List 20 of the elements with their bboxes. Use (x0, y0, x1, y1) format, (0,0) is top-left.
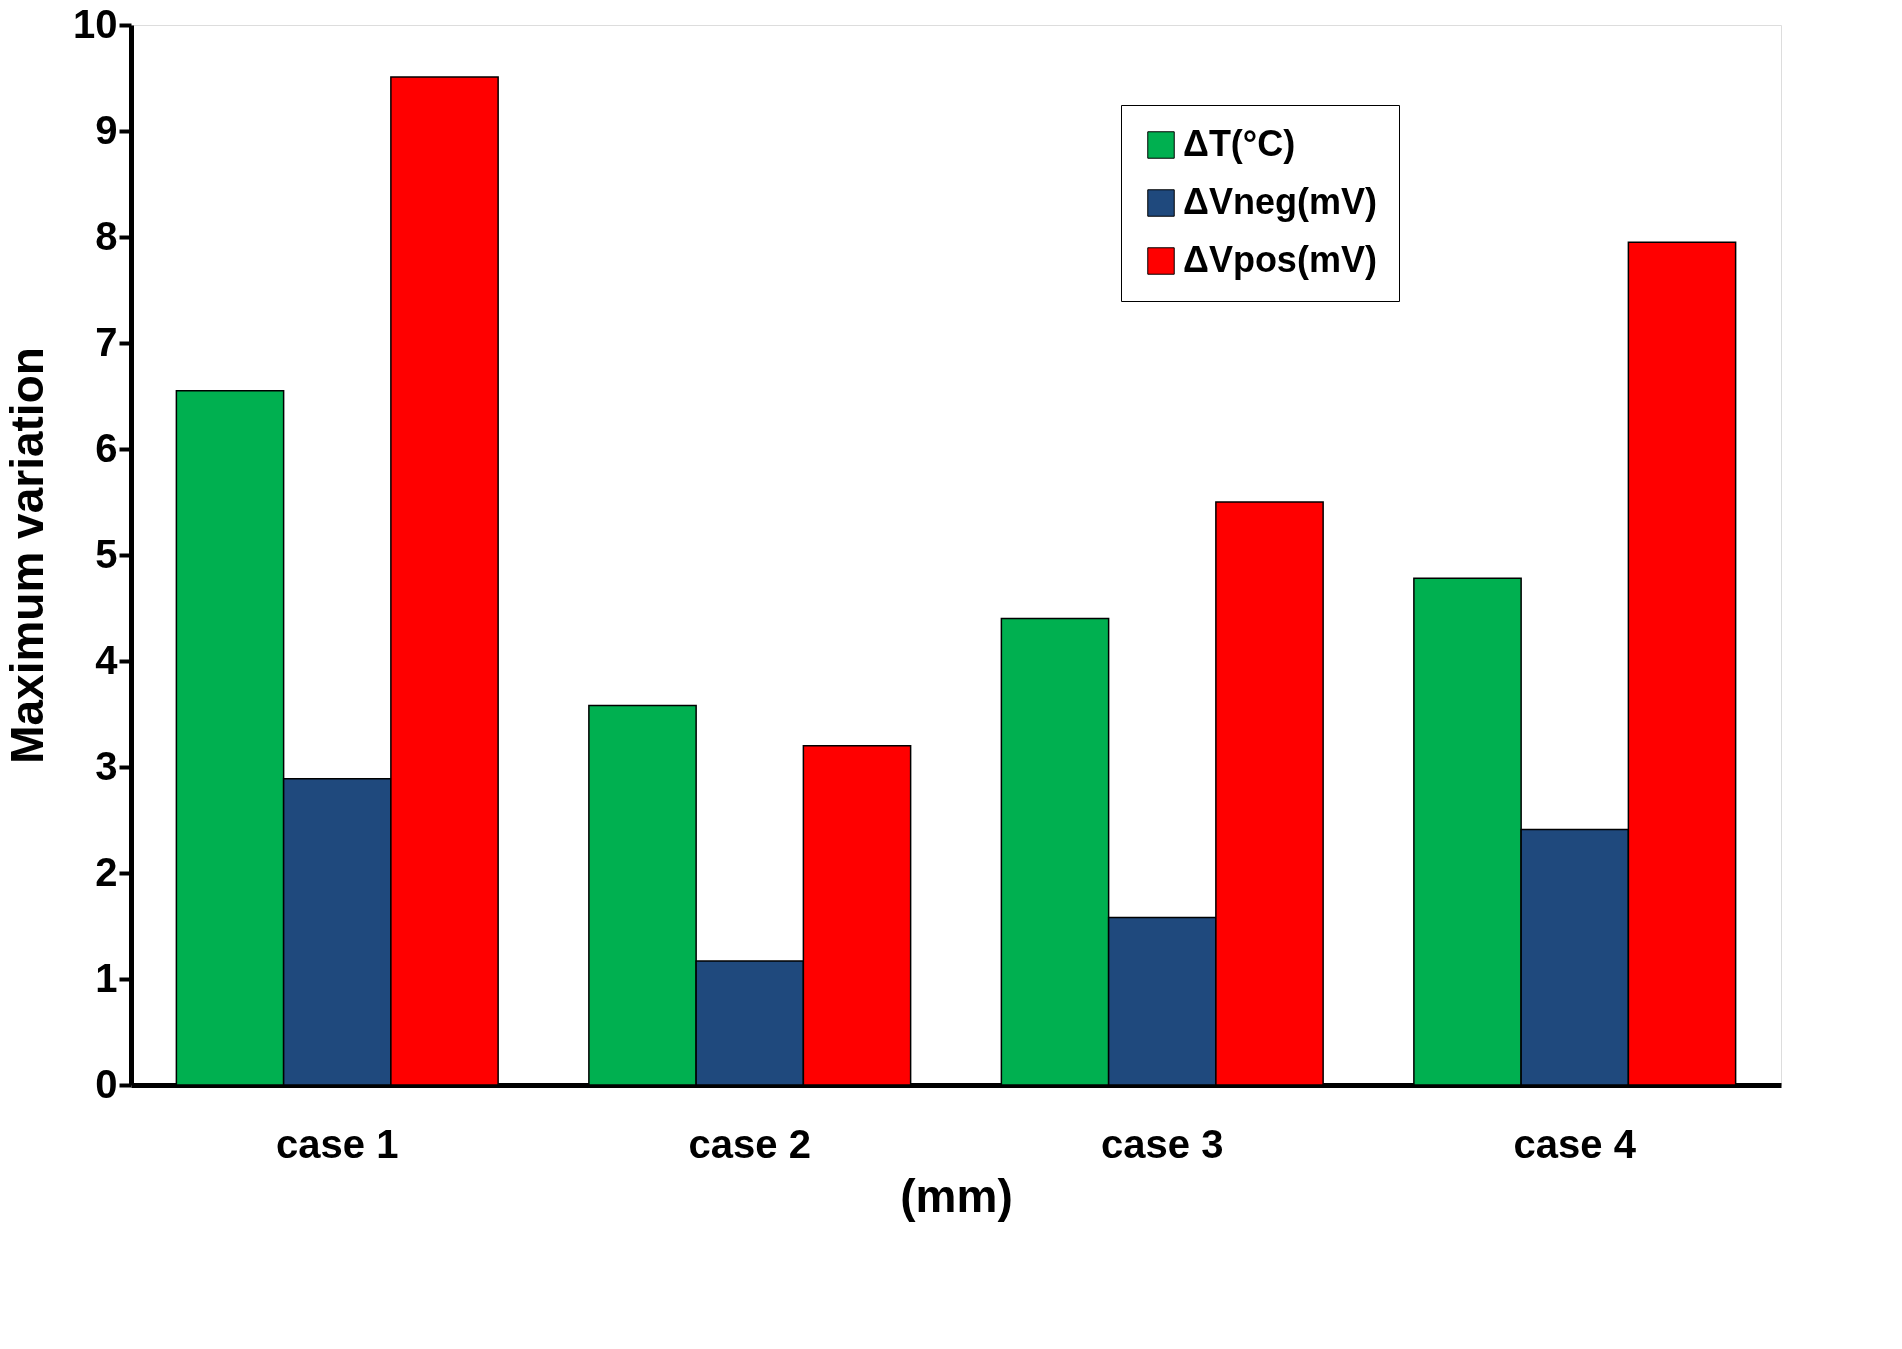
y-tick-label: 7 (95, 319, 118, 364)
y-tick-label: 0 (95, 1061, 118, 1106)
y-tick-label: 6 (95, 425, 118, 470)
legend-label: ΔVneg(mV) (1183, 181, 1377, 222)
legend-label: ΔVpos(mV) (1183, 239, 1377, 280)
y-tick-label: 5 (95, 531, 118, 576)
x-tick-label: case 4 (1513, 1121, 1637, 1166)
x-tick-label: case 2 (688, 1121, 811, 1166)
y-tick-label: 3 (95, 743, 118, 788)
x-axis-title: (mm) (900, 1169, 1013, 1222)
y-tick-label: 1 (95, 955, 118, 1000)
x-tick-label: case 3 (1101, 1121, 1224, 1166)
y-tick-label: 8 (95, 213, 118, 258)
y-tick-label: 2 (95, 849, 118, 894)
y-tick-label: 9 (95, 107, 118, 152)
y-tick-label: 10 (73, 1, 118, 46)
y-axis-title: Maximum variation (1, 347, 54, 764)
x-tick-label: case 1 (276, 1121, 399, 1166)
legend-label: ΔT(°C) (1183, 123, 1296, 164)
y-tick-label: 4 (95, 637, 119, 682)
